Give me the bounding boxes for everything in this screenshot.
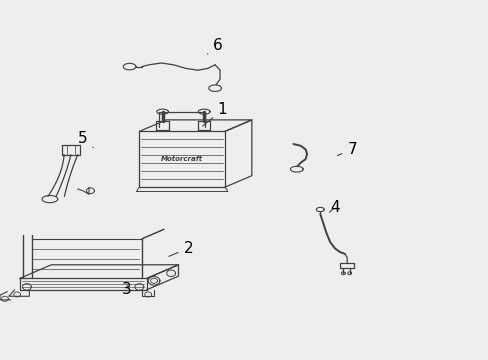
- Text: 1: 1: [202, 102, 227, 126]
- Text: 2: 2: [168, 241, 193, 256]
- Text: 5: 5: [78, 131, 93, 148]
- Text: 4: 4: [329, 199, 339, 215]
- Text: Motorcraft: Motorcraft: [161, 156, 203, 162]
- Text: 3: 3: [122, 282, 132, 297]
- Text: 7: 7: [337, 142, 356, 157]
- Text: 6: 6: [207, 37, 222, 54]
